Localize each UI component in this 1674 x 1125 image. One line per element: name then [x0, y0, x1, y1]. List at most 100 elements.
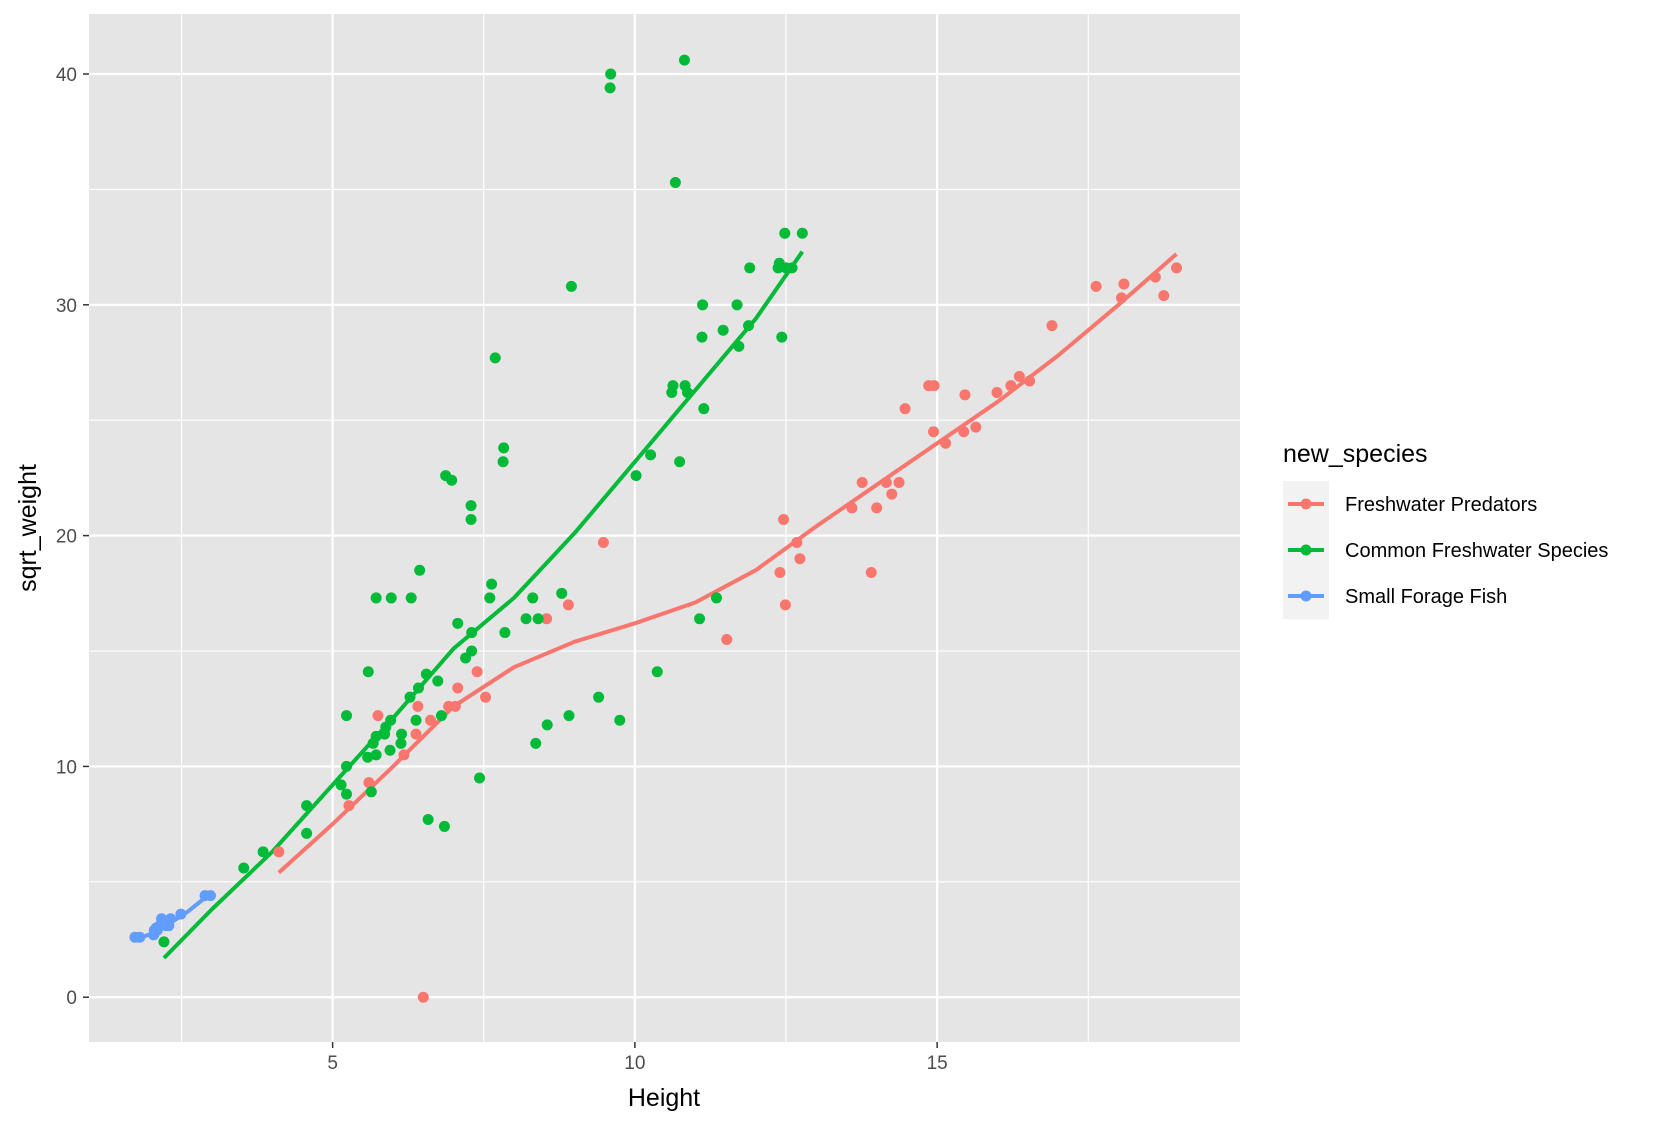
x-tick-label: 15: [927, 1053, 948, 1074]
x-axis-title: Height: [628, 1084, 700, 1112]
data-point-freshwater-predators: [1118, 278, 1130, 290]
data-point-freshwater-predators: [721, 633, 733, 645]
data-point-common-freshwater-species: [370, 749, 382, 761]
data-point-common-freshwater-species: [466, 645, 478, 657]
data-point-freshwater-predators: [1046, 320, 1058, 332]
legend-label: Common Freshwater Species: [1345, 540, 1608, 562]
data-point-common-freshwater-species: [717, 324, 729, 336]
plot-panel: [89, 14, 1240, 1042]
data-point-freshwater-predators: [398, 749, 410, 761]
data-point-common-freshwater-species: [563, 710, 575, 722]
y-tick-label: 30: [56, 296, 77, 317]
data-point-common-freshwater-species: [669, 176, 681, 188]
data-point-common-freshwater-species: [604, 82, 616, 94]
data-point-common-freshwater-species: [466, 627, 478, 639]
data-point-freshwater-predators: [928, 380, 940, 392]
data-point-freshwater-predators: [1005, 380, 1017, 392]
data-point-common-freshwater-species: [452, 617, 464, 629]
data-point-common-freshwater-species: [438, 820, 450, 832]
data-point-freshwater-predators: [970, 421, 982, 433]
data-point-common-freshwater-species: [733, 340, 745, 352]
data-point-common-freshwater-species: [681, 387, 693, 399]
data-point-common-freshwater-species: [710, 592, 722, 604]
data-point-common-freshwater-species: [796, 227, 808, 239]
data-point-common-freshwater-species: [365, 786, 377, 798]
data-point-common-freshwater-species: [257, 846, 269, 858]
x-tick-label: 5: [327, 1053, 338, 1074]
legend-key-point: [1300, 590, 1312, 602]
data-point-freshwater-predators: [449, 700, 461, 712]
data-point-common-freshwater-species: [678, 54, 690, 66]
data-point-freshwater-predators: [417, 991, 429, 1003]
data-point-common-freshwater-species: [614, 714, 626, 726]
data-point-freshwater-predators: [372, 710, 384, 722]
data-point-common-freshwater-species: [422, 814, 434, 826]
data-point-freshwater-predators: [928, 426, 940, 438]
data-point-freshwater-predators: [410, 728, 422, 740]
y-tick-label: 40: [56, 65, 77, 86]
data-point-common-freshwater-species: [520, 613, 532, 625]
data-point-common-freshwater-species: [498, 442, 510, 454]
data-point-common-freshwater-species: [465, 500, 477, 512]
data-point-freshwater-predators: [343, 800, 355, 812]
data-point-common-freshwater-species: [395, 737, 407, 749]
data-point-common-freshwater-species: [541, 719, 553, 731]
legend: new_species Freshwater Predators Common F…: [1283, 440, 1608, 619]
x-tick-label: 10: [624, 1053, 645, 1074]
data-point-freshwater-predators: [412, 700, 424, 712]
data-point-common-freshwater-species: [432, 675, 444, 687]
data-point-common-freshwater-species: [384, 744, 396, 756]
y-axis-title: sqrt_weight: [14, 464, 42, 592]
data-point-common-freshwater-species: [651, 666, 663, 678]
legend-key-point: [1300, 544, 1312, 556]
data-point-common-freshwater-species: [341, 760, 353, 772]
data-point-common-freshwater-species: [743, 320, 755, 332]
data-point-common-freshwater-species: [362, 751, 374, 763]
data-point-freshwater-predators: [1158, 290, 1170, 302]
data-point-freshwater-predators: [959, 389, 971, 401]
data-point-freshwater-predators: [480, 691, 492, 703]
data-point-common-freshwater-species: [527, 592, 539, 604]
data-point-freshwater-predators: [778, 513, 790, 525]
axes: 5 10 15 0 10 20 30 40: [56, 65, 948, 1074]
y-tick-label: 20: [56, 527, 77, 548]
data-point-common-freshwater-species: [474, 772, 486, 784]
data-point-common-freshwater-species: [385, 714, 397, 726]
smooth-line-common-freshwater-species: [162, 250, 804, 960]
data-point-common-freshwater-species: [776, 331, 788, 343]
data-point-freshwater-predators: [471, 666, 483, 678]
data-point-common-freshwater-species: [556, 587, 568, 599]
data-point-freshwater-predators: [1024, 375, 1036, 387]
data-point-small-forage-fish: [175, 908, 187, 920]
data-point-common-freshwater-species: [489, 352, 501, 364]
data-point-common-freshwater-species: [238, 862, 250, 874]
data-point-common-freshwater-species: [341, 710, 353, 722]
data-point-common-freshwater-species: [605, 68, 617, 80]
data-point-common-freshwater-species: [645, 449, 657, 461]
data-point-common-freshwater-species: [779, 227, 791, 239]
legend-title: new_species: [1283, 440, 1428, 468]
data-point-common-freshwater-species: [674, 456, 686, 468]
data-point-freshwater-predators: [1149, 271, 1161, 283]
data-point-freshwater-predators: [846, 502, 858, 514]
data-point-freshwater-predators: [794, 553, 806, 565]
data-point-common-freshwater-species: [370, 592, 382, 604]
data-point-common-freshwater-species: [630, 470, 642, 482]
data-point-common-freshwater-species: [530, 737, 542, 749]
data-point-common-freshwater-species: [410, 714, 422, 726]
data-point-common-freshwater-species: [385, 592, 397, 604]
data-point-common-freshwater-species: [301, 800, 313, 812]
data-point-common-freshwater-species: [435, 710, 447, 722]
data-point-freshwater-predators: [273, 846, 285, 858]
data-point-common-freshwater-species: [486, 578, 498, 590]
data-point-freshwater-predators: [940, 437, 952, 449]
data-point-common-freshwater-species: [484, 592, 496, 604]
data-point-freshwater-predators: [899, 403, 911, 415]
data-point-common-freshwater-species: [158, 936, 170, 948]
data-point-freshwater-predators: [991, 387, 1003, 399]
data-point-common-freshwater-species: [667, 380, 679, 392]
data-point-freshwater-predators: [597, 537, 609, 549]
data-point-common-freshwater-species: [565, 280, 577, 292]
